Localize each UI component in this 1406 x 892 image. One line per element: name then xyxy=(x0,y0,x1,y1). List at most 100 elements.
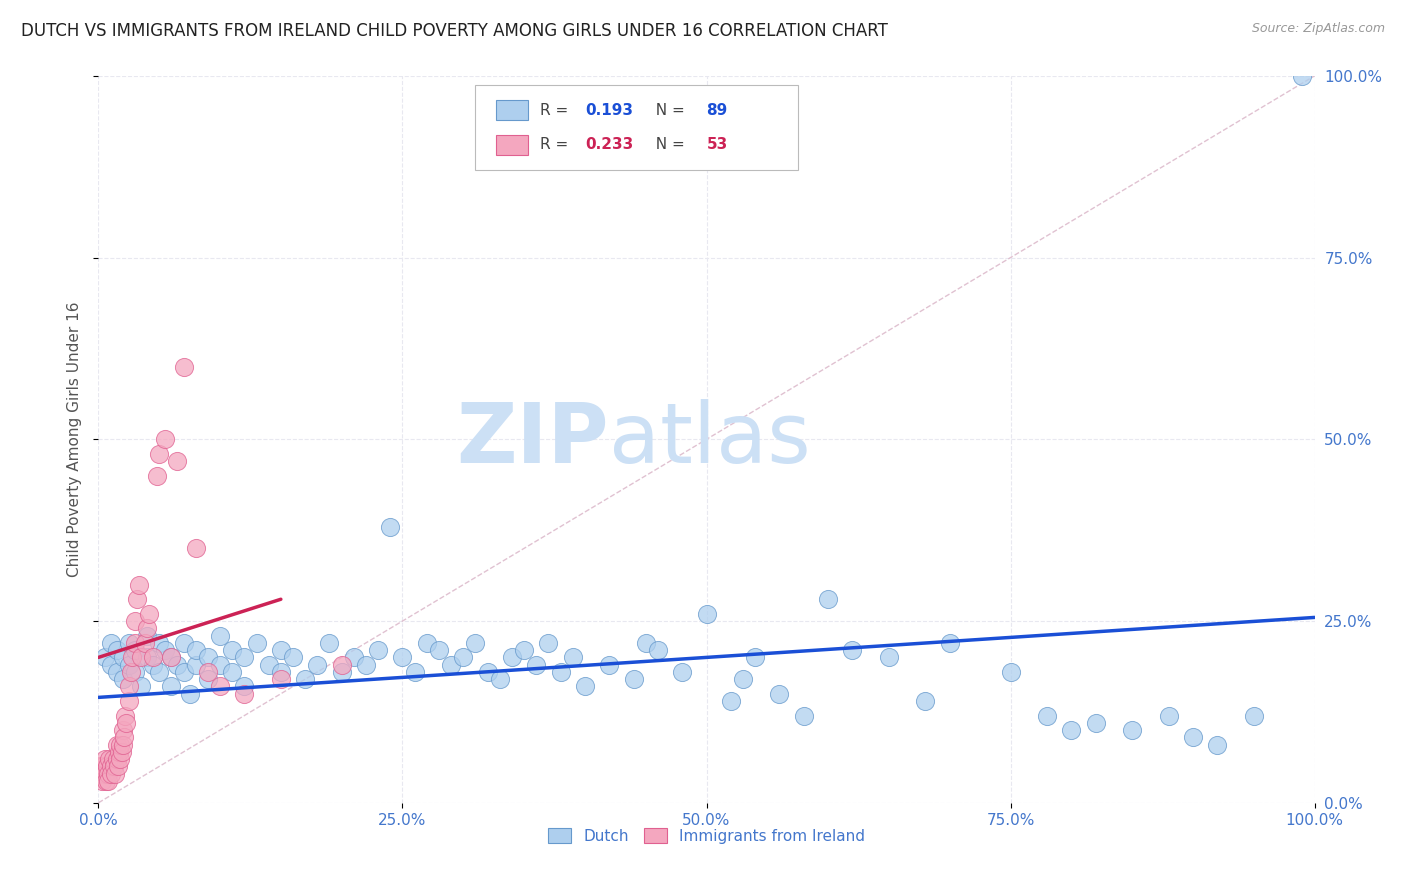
Point xyxy=(103,759,125,773)
Y-axis label: Child Poverty Among Girls Under 16: Child Poverty Among Girls Under 16 xyxy=(67,301,83,577)
Point xyxy=(209,629,232,643)
Point xyxy=(634,636,657,650)
Point xyxy=(98,752,121,766)
Point xyxy=(914,694,936,708)
Point xyxy=(184,643,207,657)
Point xyxy=(537,636,560,650)
FancyBboxPatch shape xyxy=(496,100,527,120)
Text: DUTCH VS IMMIGRANTS FROM IRELAND CHILD POVERTY AMONG GIRLS UNDER 16 CORRELATION : DUTCH VS IMMIGRANTS FROM IRELAND CHILD P… xyxy=(21,22,889,40)
Point xyxy=(501,650,523,665)
Point xyxy=(343,650,366,665)
Point xyxy=(105,752,128,766)
Point xyxy=(128,578,150,592)
Point xyxy=(1060,723,1083,737)
Point xyxy=(416,636,439,650)
Text: R =: R = xyxy=(540,137,574,153)
Point xyxy=(142,657,165,672)
Point xyxy=(129,680,152,694)
Point xyxy=(318,636,340,650)
Point xyxy=(136,650,159,665)
Point xyxy=(440,657,463,672)
Point xyxy=(127,592,149,607)
Point xyxy=(96,759,118,773)
Text: N =: N = xyxy=(645,137,689,153)
Point xyxy=(118,694,141,708)
Point xyxy=(391,650,413,665)
Point xyxy=(270,665,292,679)
Point xyxy=(671,665,693,679)
Point xyxy=(160,650,183,665)
Point xyxy=(111,723,134,737)
Point xyxy=(173,665,195,679)
Point xyxy=(1000,665,1022,679)
FancyBboxPatch shape xyxy=(475,85,797,170)
Point xyxy=(166,454,188,468)
Point xyxy=(148,636,170,650)
Point xyxy=(136,621,159,635)
Point xyxy=(877,650,900,665)
Point xyxy=(330,665,353,679)
Point xyxy=(97,774,120,789)
Point xyxy=(138,607,160,621)
Point xyxy=(221,665,243,679)
Point xyxy=(720,694,742,708)
Text: 53: 53 xyxy=(707,137,728,153)
Point xyxy=(100,657,122,672)
Point xyxy=(768,687,790,701)
Point xyxy=(233,687,256,701)
Point xyxy=(94,774,117,789)
Point xyxy=(107,759,129,773)
Point xyxy=(524,657,547,672)
Point xyxy=(257,657,280,672)
Point xyxy=(841,643,863,657)
Point xyxy=(101,752,124,766)
Point xyxy=(100,636,122,650)
Point xyxy=(464,636,486,650)
Point xyxy=(1182,731,1205,745)
Point xyxy=(105,643,128,657)
Point xyxy=(166,657,188,672)
Point xyxy=(404,665,426,679)
Point xyxy=(233,650,256,665)
Text: 0.193: 0.193 xyxy=(585,103,633,118)
Point xyxy=(453,650,475,665)
Point xyxy=(155,643,177,657)
Point xyxy=(647,643,669,657)
Point xyxy=(105,738,128,752)
Point xyxy=(129,650,152,665)
Point xyxy=(110,745,132,759)
Text: N =: N = xyxy=(645,103,689,118)
Point xyxy=(184,541,207,556)
Point xyxy=(598,657,620,672)
Point xyxy=(134,636,156,650)
Point xyxy=(121,650,143,665)
Point xyxy=(1243,708,1265,723)
Text: ZIP: ZIP xyxy=(457,399,609,480)
Point xyxy=(148,447,170,461)
Point xyxy=(939,636,962,650)
FancyBboxPatch shape xyxy=(496,135,527,155)
Point xyxy=(110,752,132,766)
Text: atlas: atlas xyxy=(609,399,811,480)
Point xyxy=(100,759,122,773)
Point xyxy=(146,468,169,483)
Point xyxy=(574,680,596,694)
Point xyxy=(93,766,115,780)
Point xyxy=(173,359,195,374)
Point xyxy=(221,643,243,657)
Point xyxy=(160,650,183,665)
Point xyxy=(623,672,645,686)
Point xyxy=(89,759,111,773)
Point xyxy=(550,665,572,679)
Point xyxy=(120,665,142,679)
Point xyxy=(148,665,170,679)
Point xyxy=(367,643,389,657)
Point xyxy=(155,432,177,446)
Text: 0.233: 0.233 xyxy=(585,137,633,153)
Point xyxy=(112,731,135,745)
Point xyxy=(354,657,377,672)
Point xyxy=(1291,69,1313,83)
Point xyxy=(110,738,132,752)
Point xyxy=(136,629,159,643)
Point xyxy=(124,665,146,679)
